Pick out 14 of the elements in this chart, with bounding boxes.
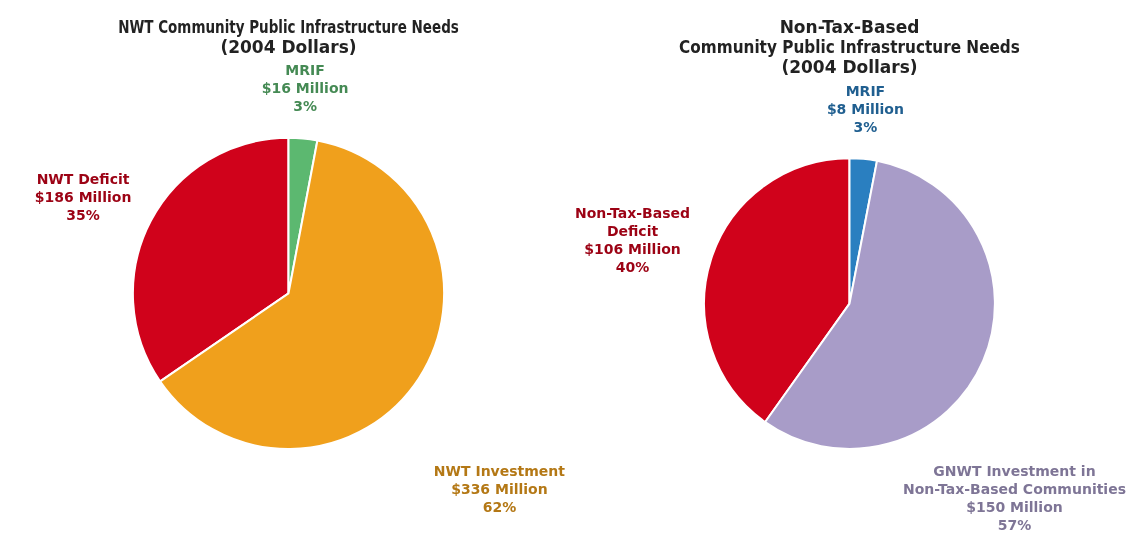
data-label: $336 Million 62% bbox=[451, 480, 548, 515]
data-label: $150 Million 57% bbox=[966, 498, 1063, 533]
data-label: $106 Million 40% bbox=[584, 241, 681, 276]
slice-label: NWT Deficit bbox=[36, 170, 130, 187]
slice-label: Non-Tax-Based Deficit bbox=[574, 205, 691, 240]
slice-label: GNWT Investment in Non-Tax-Based Communities bbox=[902, 462, 1127, 497]
data-label: $186 Million 35% bbox=[34, 188, 132, 223]
slice-label: MRIF bbox=[845, 82, 886, 99]
data-label: $8 Million 3% bbox=[826, 100, 904, 135]
chart-title: NWT Community Public Infrastructure Needs (2004 Dollars) bbox=[118, 17, 459, 58]
slice-label: MRIF bbox=[285, 62, 325, 79]
data-label: $16 Million 3% bbox=[261, 80, 349, 115]
chart-title: Non-Tax-Based Community Public Infrastructure Needs (2004 Dollars) bbox=[679, 16, 1020, 78]
slice-label: NWT Investment bbox=[433, 462, 566, 479]
